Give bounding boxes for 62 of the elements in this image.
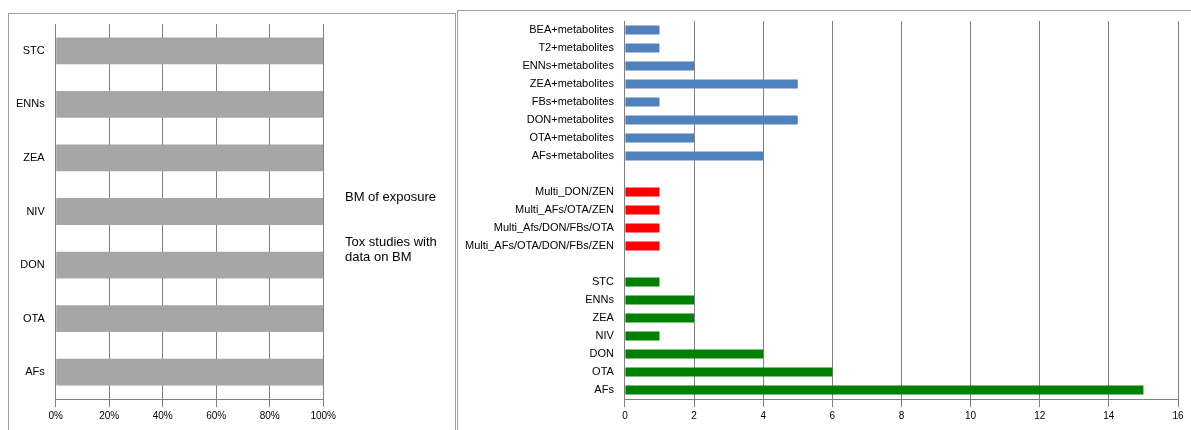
- bar: [625, 277, 660, 287]
- x-tick-label: 20%: [99, 409, 120, 421]
- y-tick-label: ENNs: [585, 293, 615, 306]
- y-tick-label: FBs+metabolites: [531, 95, 615, 108]
- y-tick-label: OTA+metabolites: [529, 131, 615, 144]
- bar: [625, 205, 660, 215]
- bar: [625, 241, 660, 251]
- y-tick-label: DON: [20, 258, 45, 271]
- y-tick-label: BEA+metabolites: [529, 23, 615, 36]
- x-tick-label: 14: [1103, 409, 1115, 421]
- bar: [625, 367, 833, 377]
- bar: [625, 151, 764, 161]
- x-tick-label: 2: [691, 409, 698, 421]
- y-tick-label: STC: [591, 275, 614, 288]
- x-tick-label: 40%: [152, 409, 173, 421]
- y-tick-label: DON+metabolites: [526, 113, 615, 126]
- bar: [625, 61, 695, 71]
- x-tick-label: 4: [760, 409, 767, 421]
- bar: [625, 43, 660, 53]
- y-tick-label: Multi_AFs/OTA/DON/FBs/ZEN: [465, 239, 614, 252]
- bar: [625, 349, 764, 359]
- x-tick-label: 16: [1172, 409, 1184, 421]
- bar: [625, 133, 695, 143]
- y-tick-label: NIV: [595, 329, 615, 342]
- bar: [625, 25, 660, 35]
- text: BM of exposure: [345, 189, 438, 204]
- y-tick-label: Multi_DON/ZEN: [535, 185, 614, 198]
- y-tick-label: AFs+metabolites: [531, 149, 615, 162]
- bar: [625, 295, 695, 305]
- y-tick-label: DON: [589, 347, 614, 360]
- y-tick-label: NIV: [26, 204, 46, 217]
- x-tick-label: 6: [829, 409, 836, 421]
- y-tick-label: Multi_Afs/DON/FBs/OTA: [493, 221, 615, 234]
- y-tick-label: STC: [22, 43, 45, 56]
- y-tick-label: ENNs: [15, 97, 46, 110]
- x-tick-label: 100%: [310, 409, 337, 421]
- x-tick-label: 12: [1034, 409, 1046, 421]
- x-tick-label: 8: [898, 409, 905, 421]
- bar: [625, 79, 798, 89]
- text: Tox studies with data on BM: [345, 234, 438, 264]
- x-tick-label: 10: [965, 409, 977, 421]
- y-tick-label: T2+metabolites: [538, 41, 615, 54]
- y-tick-label: ZEA+metabolites: [529, 77, 615, 90]
- bar: [625, 187, 660, 197]
- x-tick-label: 60%: [206, 409, 227, 421]
- x-tick-label: 0%: [48, 409, 64, 421]
- bar: [625, 385, 1144, 395]
- bar: [625, 223, 660, 233]
- y-tick-label: AFs: [25, 365, 46, 378]
- y-tick-label: ENNs+metabolites: [522, 59, 615, 72]
- bar: [625, 115, 798, 125]
- y-tick-label: OTA: [22, 311, 46, 324]
- x-tick-label: 80%: [259, 409, 280, 421]
- x-tick-label: 0: [622, 409, 629, 421]
- y-tick-label: ZEA: [592, 311, 615, 324]
- bar: [625, 331, 660, 341]
- y-tick-label: OTA: [592, 365, 615, 378]
- bar: [625, 97, 660, 107]
- bar: [625, 313, 695, 323]
- y-tick-label: AFs: [594, 383, 615, 396]
- y-tick-label: Multi_AFs/OTA/ZEN: [515, 203, 614, 216]
- y-tick-label: ZEA: [23, 150, 46, 163]
